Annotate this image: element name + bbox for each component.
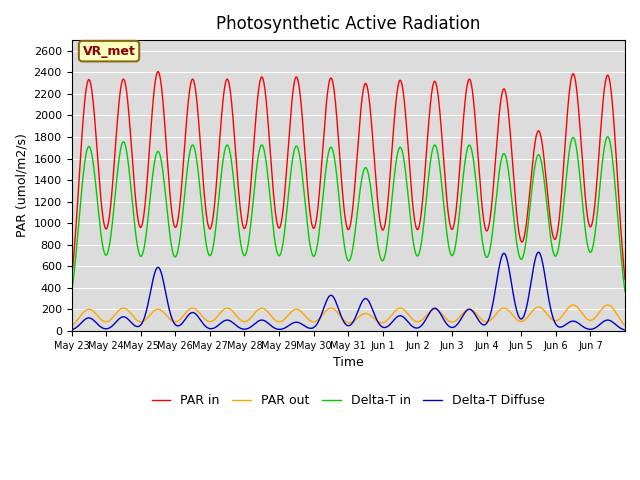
Line: PAR in: PAR in bbox=[72, 72, 625, 280]
Legend: PAR in, PAR out, Delta-T in, Delta-T Diffuse: PAR in, PAR out, Delta-T in, Delta-T Dif… bbox=[147, 389, 550, 412]
Delta-T in bbox=[479, 240, 486, 245]
Y-axis label: PAR (umol/m2/s): PAR (umol/m2/s) bbox=[15, 133, 28, 238]
PAR in bbox=[324, 90, 332, 96]
PAR out bbox=[614, 313, 622, 319]
Text: VR_met: VR_met bbox=[83, 45, 136, 58]
Delta-T Diffuse bbox=[621, 327, 629, 333]
Delta-T Diffuse bbox=[560, 323, 568, 329]
PAR in bbox=[68, 277, 76, 283]
PAR out bbox=[154, 306, 162, 312]
PAR in bbox=[614, 185, 622, 191]
Delta-T in bbox=[560, 202, 568, 207]
Delta-T Diffuse bbox=[334, 304, 342, 310]
PAR out bbox=[560, 311, 568, 317]
PAR out bbox=[323, 307, 331, 312]
Delta-T in bbox=[154, 149, 162, 155]
Line: Delta-T in: Delta-T in bbox=[72, 137, 625, 293]
Delta-T Diffuse bbox=[323, 297, 331, 302]
Delta-T Diffuse bbox=[68, 327, 76, 333]
Delta-T in bbox=[323, 157, 331, 163]
Delta-T Diffuse bbox=[479, 322, 486, 327]
Delta-T in bbox=[68, 290, 76, 296]
PAR out bbox=[334, 310, 342, 315]
PAR out bbox=[569, 302, 577, 308]
PAR in bbox=[155, 69, 163, 75]
Delta-T in bbox=[604, 134, 612, 140]
X-axis label: Time: Time bbox=[333, 356, 364, 369]
PAR in bbox=[621, 276, 629, 282]
PAR out bbox=[621, 323, 629, 328]
Line: Delta-T Diffuse: Delta-T Diffuse bbox=[72, 252, 625, 330]
PAR out bbox=[479, 317, 486, 323]
Delta-T Diffuse bbox=[614, 324, 622, 329]
Delta-T in bbox=[334, 181, 342, 187]
PAR out bbox=[68, 324, 76, 329]
Line: PAR out: PAR out bbox=[72, 305, 625, 326]
PAR in bbox=[560, 156, 568, 162]
Delta-T in bbox=[614, 219, 622, 225]
Delta-T in bbox=[621, 288, 629, 294]
Delta-T Diffuse bbox=[154, 264, 162, 270]
Title: Photosynthetic Active Radiation: Photosynthetic Active Radiation bbox=[216, 15, 481, 33]
PAR in bbox=[154, 69, 162, 74]
PAR in bbox=[479, 211, 487, 217]
Delta-T Diffuse bbox=[534, 249, 542, 255]
PAR in bbox=[334, 130, 342, 136]
